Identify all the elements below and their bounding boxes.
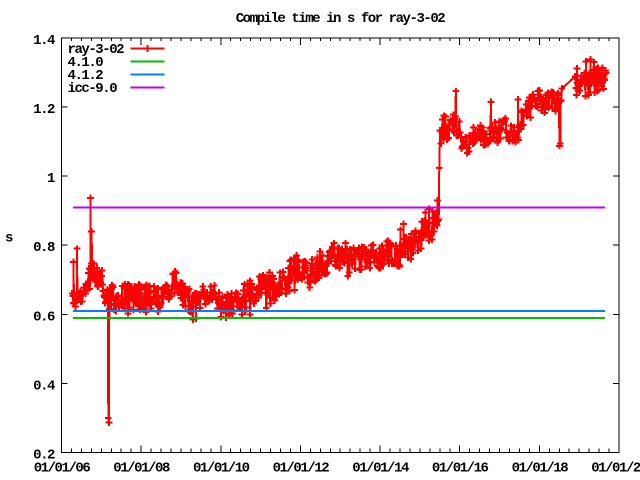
svg-text:icc-9.0: icc-9.0 bbox=[68, 81, 118, 97]
svg-text:1.4: 1.4 bbox=[33, 33, 55, 49]
svg-text:s: s bbox=[5, 231, 13, 247]
svg-text:01/01/10: 01/01/10 bbox=[193, 461, 250, 477]
svg-text:01/01/18: 01/01/18 bbox=[512, 461, 569, 477]
svg-text:0.8: 0.8 bbox=[33, 240, 55, 256]
svg-text:1.2: 1.2 bbox=[33, 102, 55, 118]
svg-text:4.1.0: 4.1.0 bbox=[68, 55, 104, 71]
svg-text:01/01/08: 01/01/08 bbox=[113, 461, 170, 477]
svg-text:Compile time in s for ray-3-02: Compile time in s for ray-3-02 bbox=[236, 11, 446, 27]
svg-text:01/01/14: 01/01/14 bbox=[352, 461, 409, 477]
svg-text:4.1.2: 4.1.2 bbox=[68, 68, 104, 84]
svg-text:01/01/06: 01/01/06 bbox=[34, 461, 91, 477]
svg-text:01/01/20: 01/01/20 bbox=[591, 461, 640, 477]
svg-text:01/01/12: 01/01/12 bbox=[273, 461, 330, 477]
svg-text:0.4: 0.4 bbox=[33, 378, 55, 394]
svg-text:01/01/16: 01/01/16 bbox=[432, 461, 489, 477]
svg-text:ray-3-02: ray-3-02 bbox=[68, 42, 125, 58]
svg-text:0.2: 0.2 bbox=[33, 448, 55, 464]
svg-text:0.6: 0.6 bbox=[33, 309, 55, 325]
svg-text:1: 1 bbox=[47, 171, 55, 187]
